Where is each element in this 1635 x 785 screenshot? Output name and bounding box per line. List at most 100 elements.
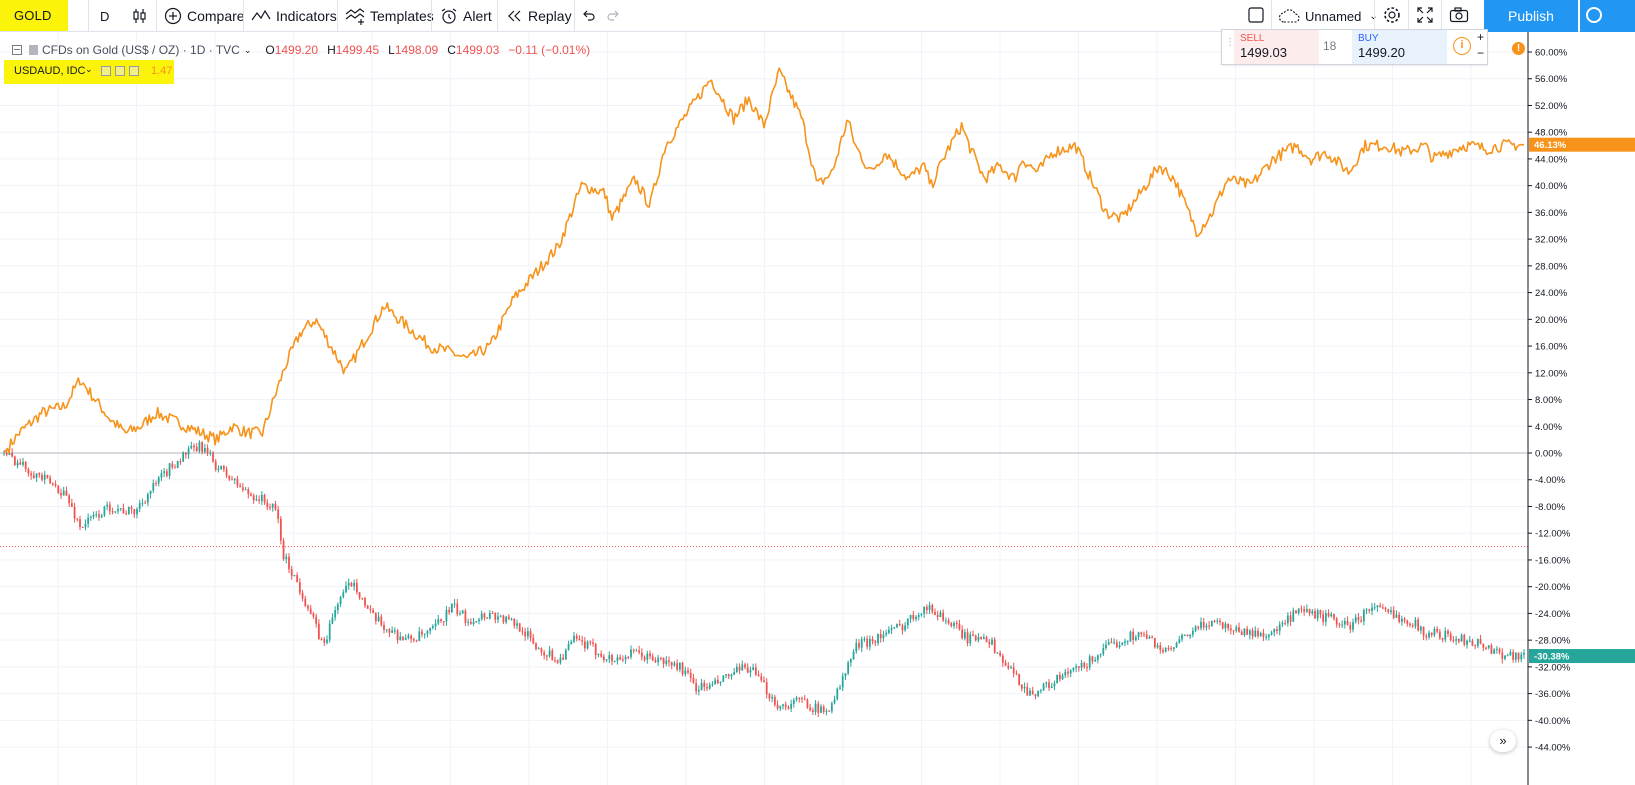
candle-body [225, 469, 228, 476]
candle-body [1140, 632, 1143, 635]
candle-body [383, 624, 385, 630]
undo-button[interactable] [582, 0, 596, 32]
candle-body [65, 490, 68, 496]
candle-body [776, 704, 779, 709]
chart-style-button[interactable] [131, 0, 154, 32]
candle-body [279, 518, 282, 541]
plus-button[interactable]: + [1477, 30, 1485, 44]
candle [49, 475, 52, 484]
candle [863, 636, 866, 643]
chevron-down-icon[interactable]: ⌄ [243, 44, 252, 55]
candle [1200, 617, 1202, 631]
candle [597, 653, 600, 658]
save-layout-button[interactable]: Unnamed ⌄ [1278, 0, 1378, 32]
replay-button[interactable]: Replay [507, 0, 572, 32]
candle [722, 675, 725, 682]
candle-body [703, 682, 706, 688]
close-icon[interactable] [129, 66, 139, 76]
candle-body [1482, 643, 1485, 648]
candle-body [488, 612, 491, 619]
candle-body [79, 519, 81, 528]
candle-body [1411, 625, 1414, 627]
candle-body [931, 605, 934, 613]
compare-button[interactable]: Compare [164, 0, 245, 32]
minus-button[interactable]: − [1477, 46, 1485, 60]
info-icon[interactable]: i [1453, 37, 1471, 55]
candle-body [282, 540, 285, 560]
candle [1020, 684, 1023, 692]
candle [122, 503, 125, 514]
candle [1056, 674, 1059, 684]
axis-tick-label: 32.00% [1535, 235, 1568, 246]
indicators-button[interactable]: Indicators [251, 0, 337, 32]
chevron-down-icon[interactable]: ⌄ [85, 64, 93, 74]
candle [1257, 627, 1259, 639]
toolbar-divider [497, 0, 498, 32]
candle [187, 445, 190, 460]
candle [38, 472, 41, 478]
publish-button[interactable]: Publish [1484, 0, 1578, 32]
axis-tick-label: 28.00% [1535, 261, 1568, 272]
candle-body [46, 474, 49, 478]
quantity-stepper[interactable]: + − [1475, 30, 1489, 64]
templates-button[interactable]: Templates [345, 0, 434, 32]
last-value-label: 46.13% [1534, 140, 1567, 151]
toolbar-divider [156, 0, 157, 32]
redo-button[interactable] [606, 0, 620, 32]
candle-body [467, 621, 470, 623]
high-label: H [327, 43, 336, 57]
settings-icon[interactable] [115, 66, 125, 76]
candle-body [1335, 618, 1338, 625]
candle [1026, 682, 1029, 696]
candle-body [673, 663, 676, 666]
candle-body [1398, 614, 1401, 622]
candle-body [662, 658, 665, 664]
fullscreen-button[interactable] [1416, 0, 1434, 32]
candle-body [1278, 624, 1281, 631]
buy-button[interactable]: BUY 1499.20 [1352, 30, 1447, 64]
candle-body [1189, 634, 1192, 637]
candle [1058, 671, 1061, 682]
candle [155, 480, 157, 487]
candle-body [483, 613, 486, 618]
settings-button[interactable] [1382, 0, 1402, 32]
candle [212, 451, 214, 463]
candle [1523, 649, 1525, 659]
warning-icon[interactable]: ! [1512, 42, 1525, 55]
sell-button[interactable]: SELL 1499.03 [1234, 30, 1319, 64]
candle [1134, 634, 1137, 642]
axis-tick-label: 48.00% [1535, 128, 1568, 139]
candle [312, 611, 315, 619]
candle [364, 596, 366, 608]
candle-body [1468, 640, 1471, 642]
publish-menu-button[interactable] [1580, 0, 1635, 32]
symbol-search-button[interactable]: GOLD [0, 0, 68, 31]
candle-body [336, 604, 339, 611]
candle [830, 701, 833, 714]
candle [1330, 611, 1333, 618]
candle [448, 606, 451, 616]
collapse-legend-icon[interactable] [12, 45, 22, 55]
candle-body [119, 508, 122, 510]
layout-select-button[interactable] [1247, 0, 1265, 32]
chart-area[interactable]: 60.00% 56.00% 52.00% 48.00% 44.00% 40.00% 36.0… [0, 32, 1635, 785]
candle-body [1387, 609, 1390, 613]
alert-button[interactable]: Alert [440, 0, 492, 32]
candle-body [1403, 618, 1406, 621]
candle [176, 460, 179, 469]
candle [339, 595, 342, 608]
candle-body [252, 495, 255, 501]
usdaud-candles [3, 440, 1525, 717]
scroll-to-realtime-button[interactable]: » [1490, 730, 1516, 752]
candle [564, 648, 567, 660]
eye-icon[interactable] [101, 66, 111, 76]
axis-tick-label: -36.00% [1535, 689, 1571, 700]
compare-series-legend[interactable]: USDAUD, IDC ⌄ 1.47 [4, 60, 174, 84]
snapshot-button[interactable] [1449, 0, 1469, 32]
candle-body [882, 634, 885, 639]
main-series-title[interactable]: CFDs on Gold (US$ / OZ) · 1D · TVC [42, 43, 240, 57]
candle-body [543, 652, 546, 656]
candle [730, 673, 733, 680]
candle-body [1107, 642, 1110, 645]
interval-button[interactable]: D [100, 0, 109, 32]
